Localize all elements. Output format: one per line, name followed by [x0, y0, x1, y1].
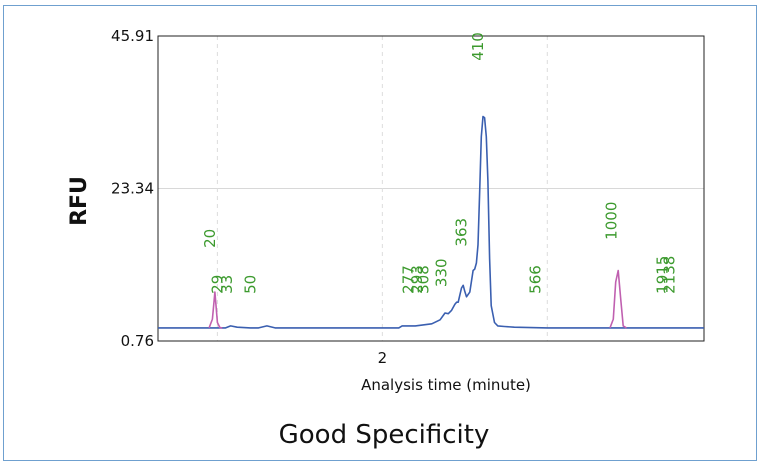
y-tick-label: 23.34	[111, 179, 154, 197]
peak-label: 410	[469, 32, 487, 61]
series-line	[208, 291, 223, 329]
series-line	[609, 269, 627, 329]
peak-label: 50	[241, 275, 259, 294]
y-tick-label: 0.76	[121, 332, 154, 350]
x-axis-label: Analysis time (minute)	[361, 376, 531, 394]
plot-area-border	[157, 35, 705, 342]
peak-label: 20	[201, 229, 219, 248]
figure-frame: 20 29 33 50 277 293 308 330 363 410 566 1000 1915 213…	[3, 5, 757, 461]
y-tick-label: 45.91	[111, 27, 154, 45]
grid	[158, 35, 704, 342]
peak-label: 33	[218, 275, 236, 294]
x-tick-labels: 2	[378, 349, 388, 367]
peak-label: 330	[433, 258, 451, 287]
peak-label: 293	[408, 265, 426, 294]
peak-label: 277	[400, 265, 418, 294]
peak-label: 566	[527, 265, 545, 294]
series-line	[158, 115, 704, 329]
series-layer	[158, 115, 704, 329]
peak-label: 308	[415, 265, 433, 294]
x-tick-label: 2	[378, 349, 388, 367]
figure-caption: Good Specificity	[279, 420, 490, 450]
peak-label: 1915	[654, 256, 672, 294]
y-tick-labels: 0.76 23.34 45.91	[111, 27, 154, 350]
y-axis-label: RFU	[67, 176, 92, 226]
peak-label: 363	[452, 218, 470, 247]
peak-label: 1000	[603, 202, 621, 240]
peak-label: 2138	[660, 256, 678, 294]
peak-label: 29	[208, 275, 226, 294]
